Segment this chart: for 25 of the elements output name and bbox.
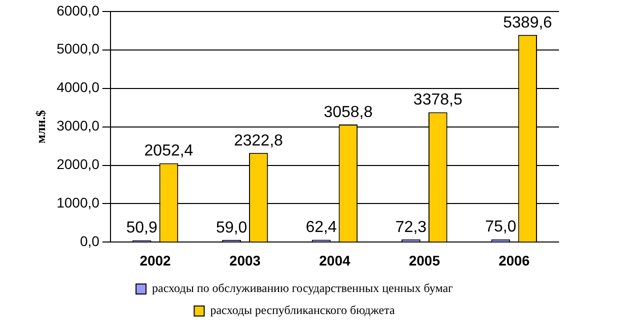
y-tick-label: 5000,0 [56,40,100,57]
x-tick-label: 2002 [140,252,172,268]
y-axis-title: млн.$ [33,110,48,144]
data-label: 3378,5 [413,92,462,109]
data-label: 5389,6 [503,14,552,32]
y-tick-label: 2000,0 [56,156,100,172]
data-label: 59,0 [216,219,248,236]
y-tick-label: 4000,0 [56,79,100,96]
x-tick-label: 2004 [319,252,350,268]
x-tick-label: 2005 [408,252,440,268]
data-label: 75,0 [485,218,516,236]
data-label: 3058,8 [324,104,373,121]
x-tick-label: 2003 [229,252,261,268]
data-label: 2052,4 [144,142,194,160]
data-label: 2322,8 [234,132,284,150]
x-tick-label: 2006 [498,252,530,268]
data-label: 62,4 [306,219,337,236]
legend-label: расходы по обслуживанию государственных ценных бумаг [152,281,454,296]
y-tick-label: 3000,0 [56,118,100,134]
data-label: 50,9 [126,220,158,237]
legend-label: расходы республиканского бюджета [210,303,396,318]
y-tick-label: 0,0 [80,233,100,250]
y-tick-label: 1000,0 [56,194,100,211]
data-label: 72,3 [395,218,427,236]
y-tick-label: 6000,0 [56,2,100,18]
